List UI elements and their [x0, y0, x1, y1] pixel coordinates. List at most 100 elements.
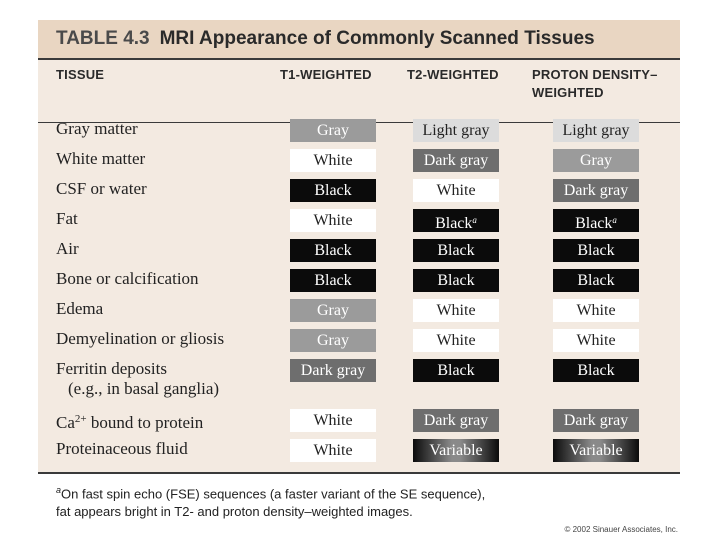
shade-value: Black [575, 215, 613, 232]
shade-value: White [576, 332, 616, 349]
tissue-name: CSF or water [56, 179, 296, 199]
tissue-label: Proteinaceous fluid [56, 439, 188, 458]
shade-value: Dark gray [563, 412, 629, 429]
shade-value: Light gray [422, 122, 490, 139]
shade-cell-pd: Gray [553, 149, 639, 172]
shade-value: White [313, 152, 353, 169]
shade-value: Black [435, 215, 473, 232]
footnote-marker: a [56, 485, 62, 495]
shade-cell-t2: Blacka [413, 209, 499, 232]
shade-value: Black [437, 362, 475, 379]
shade-cell-pd: Blacka [553, 209, 639, 232]
shade-value: White [436, 302, 476, 319]
header-proton-density-line2: WEIGHTED [532, 85, 604, 100]
shade-cell-pd: White [553, 329, 639, 352]
tissue-name: Bone or calcification [56, 269, 296, 289]
shade-value: Dark gray [563, 182, 629, 199]
shade-cell-pd: Black [553, 239, 639, 262]
shade-cell-t2: Dark gray [413, 149, 499, 172]
footnote: aOn fast spin echo (FSE) sequences (a fa… [56, 481, 676, 521]
shade-value: Black [314, 182, 352, 199]
shade-value: Dark gray [423, 152, 489, 169]
shade-value: Black [437, 242, 475, 259]
shade-cell-t1: Gray [290, 119, 376, 142]
shade-cell-t1: Black [290, 269, 376, 292]
shade-value: Gray [317, 122, 349, 139]
shade-cell-t1: White [290, 409, 376, 432]
header-t1-weighted: T1-WEIGHTED [280, 67, 372, 82]
tissue-name: Ca2+ bound to protein [56, 409, 296, 433]
shade-value: Gray [580, 152, 612, 169]
shade-value: Black [577, 242, 615, 259]
tissue-label: Air [56, 239, 79, 258]
shade-cell-t2: White [413, 179, 499, 202]
shade-value: Dark gray [300, 362, 366, 379]
shade-cell-pd: Variable [553, 439, 639, 462]
shade-value: Black [577, 362, 615, 379]
tissue-label: Demyelination or gliosis [56, 329, 225, 348]
shade-value: Variable [429, 442, 483, 459]
shade-cell-t1: White [290, 149, 376, 172]
tissue-name: Fat [56, 209, 296, 229]
tissue-name: Demyelination or gliosis [56, 329, 296, 349]
header-proton-density-line1: PROTON DENSITY– [532, 67, 658, 82]
shade-cell-t1: Black [290, 179, 376, 202]
shade-cell-t2: Variable [413, 439, 499, 462]
shade-cell-pd: Dark gray [553, 179, 639, 202]
tissue-label: CSF or water [56, 179, 147, 198]
table-panel: TABLE 4.3 MRI Appearance of Commonly Scan… [38, 20, 680, 474]
shade-cell-t1: Gray [290, 299, 376, 322]
shade-value: Gray [317, 332, 349, 349]
shade-value: Black [314, 242, 352, 259]
shade-cell-t2: White [413, 299, 499, 322]
shade-value: Black [577, 272, 615, 289]
shade-value: White [313, 212, 353, 229]
footnote-ref: a [472, 215, 477, 225]
footnote-text-2: fat appears bright in T2- and proton den… [56, 504, 413, 520]
shade-value: White [436, 332, 476, 349]
tissue-label: Gray matter [56, 119, 138, 138]
shade-cell-t1: White [290, 209, 376, 232]
tissue-label-rest: bound to protein [86, 413, 204, 432]
shade-value: Dark gray [423, 412, 489, 429]
tissue-name: Air [56, 239, 296, 259]
tissue-name: Gray matter [56, 119, 296, 139]
shade-value: White [576, 302, 616, 319]
tissue-label: Ca [56, 413, 75, 432]
footnote-text-1: On fast spin echo (FSE) sequences (a fas… [61, 486, 486, 502]
header-tissue: TISSUE [56, 67, 105, 82]
tissue-label: Bone or calcification [56, 269, 199, 288]
shade-value: Gray [317, 302, 349, 319]
shade-value: White [313, 442, 353, 459]
tissue-name: Proteinaceous fluid [56, 439, 296, 459]
shade-cell-t2: White [413, 329, 499, 352]
shade-cell-t2: Dark gray [413, 409, 499, 432]
tissue-label: Edema [56, 299, 104, 318]
header-t2-weighted: T2-WEIGHTED [407, 67, 499, 82]
tissue-label: Fat [56, 209, 78, 228]
tissue-name: Edema [56, 299, 296, 319]
shade-value: White [313, 412, 353, 429]
shade-cell-pd: Black [553, 269, 639, 292]
shade-cell-t2: Black [413, 359, 499, 382]
shade-cell-t2: Black [413, 239, 499, 262]
shade-cell-pd: Light gray [553, 119, 639, 142]
shade-value: Variable [569, 442, 623, 459]
shade-cell-pd: White [553, 299, 639, 322]
shade-cell-t2: Light gray [413, 119, 499, 142]
tissue-label: White matter [56, 149, 146, 168]
shade-value: Black [314, 272, 352, 289]
tissue-name: White matter [56, 149, 296, 169]
tissue-superscript: 2+ [74, 413, 87, 425]
header-proton-density: PROTON DENSITY– WEIGHTED [532, 66, 658, 102]
shade-cell-t1: Dark gray [290, 359, 376, 382]
footnote-line-1: aOn fast spin echo (FSE) sequences (a fa… [56, 481, 676, 503]
tissue-name: Ferritin deposits (e.g., in basal ganglia… [56, 359, 296, 399]
shade-cell-t1: Black [290, 239, 376, 262]
tissue-label: Ferritin deposits [56, 359, 167, 378]
table-caption: MRI Appearance of Commonly Scanned Tissu… [159, 28, 595, 49]
shade-cell-t1: White [290, 439, 376, 462]
shade-value: Black [437, 272, 475, 289]
table-title-bar: TABLE 4.3 MRI Appearance of Commonly Scan… [38, 20, 680, 60]
shade-cell-t1: Gray [290, 329, 376, 352]
